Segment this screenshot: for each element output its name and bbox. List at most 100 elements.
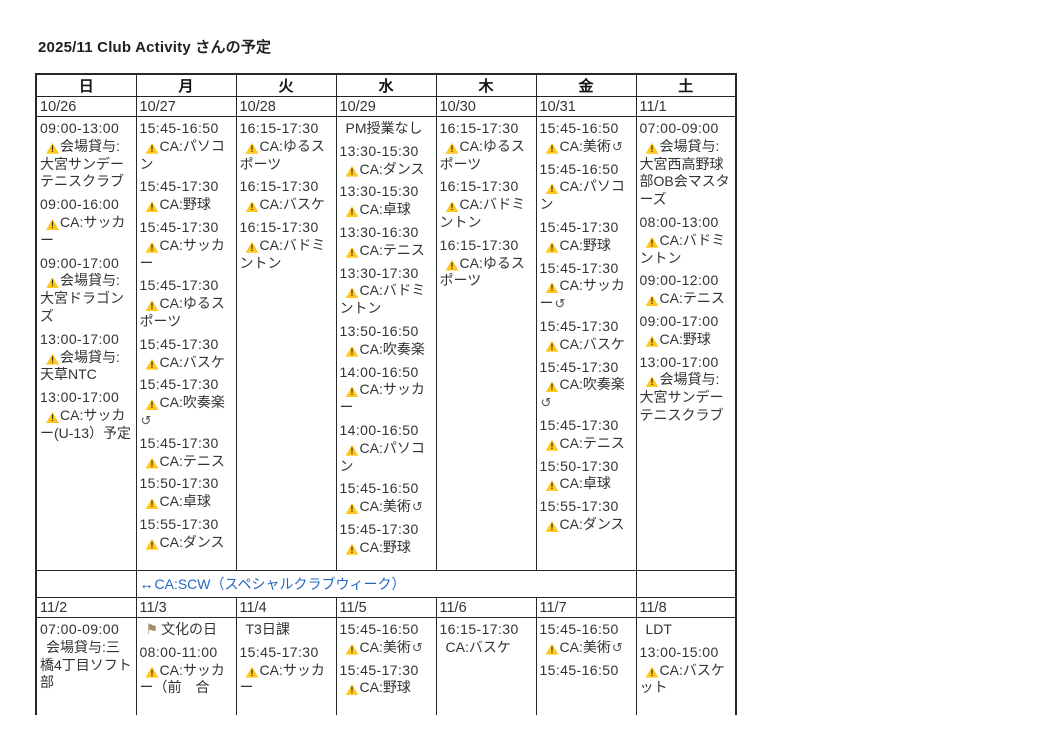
event-entry[interactable]: 14:00-16:50! CA:サッカー — [340, 364, 433, 417]
event-entry[interactable]: 15:45-17:30! CA:野球 — [140, 178, 233, 214]
event-entry[interactable]: 16:15-17:30! CA:ゆるスポーツ — [440, 120, 533, 173]
event-entry[interactable]: 15:45-17:30! CA:吹奏楽 ↺ — [140, 376, 233, 429]
event-label-text: CA:バドミントン — [639, 231, 726, 266]
event-entry[interactable]: LDT — [640, 621, 733, 639]
weekday-header: 金 — [535, 73, 637, 97]
event-entry[interactable]: 07:00-09:00 会場貸与:三橋4丁目ソフト部 — [40, 621, 133, 692]
event-entry[interactable]: 16:15-17:30! CA:ゆるスポーツ — [240, 120, 333, 173]
warning-icon: ! — [145, 241, 159, 253]
event-entry[interactable]: 13:30-17:30! CA:バドミントン — [340, 265, 433, 318]
warning-icon: ! — [46, 142, 59, 154]
event-entry[interactable]: 15:50-17:30! CA:卓球 — [140, 475, 233, 511]
event-entry[interactable]: 15:45-17:30! CA:テニス — [540, 417, 633, 453]
event-entry[interactable]: 07:00-09:00! 会場貸与:大宮西高野球部OB会マスターズ — [640, 120, 733, 209]
event-label: ! CA:バスケ — [540, 336, 633, 354]
event-entry[interactable]: 15:50-17:30! CA:卓球 — [540, 458, 633, 494]
repeat-icon: ↺ — [411, 639, 423, 655]
event-entry[interactable]: 13:50-16:50! CA:吹奏楽 — [340, 323, 433, 359]
event-label: ! CA:野球 — [640, 331, 733, 349]
event-label: ! CA:野球 — [140, 196, 233, 214]
event-entry[interactable]: 15:45-17:30! CA:ゆるスポーツ — [140, 277, 233, 330]
event-entry[interactable]: 13:00-17:00! 会場貸与:大宮サンデーテニスクラブ — [640, 354, 733, 425]
event-time: 13:00-17:00 — [639, 353, 719, 370]
scw-banner[interactable]: ↔CA:SCW（スペシャルクラブウィーク） — [137, 574, 636, 594]
event-entry[interactable]: 15:45-17:30! CA:バスケ — [140, 336, 233, 372]
event-entry[interactable]: 15:45-17:30! CA:野球 — [340, 521, 433, 557]
event-entry[interactable]: 16:15-17:30 CA:バスケ — [440, 621, 533, 657]
event-entry[interactable]: 13:00-17:00! 会場貸与:天草NTC — [40, 331, 133, 384]
event-label-text: CA:バスケ — [159, 353, 225, 370]
event-entry[interactable]: 15:45-17:30! CA:サッカー — [140, 219, 233, 272]
event-entry[interactable]: 15:55-17:30! CA:ダンス — [140, 516, 233, 552]
event-time: 13:30-15:30 — [339, 183, 419, 200]
event-entry[interactable]: 15:45-16:50! CA:美術↺ — [540, 120, 633, 156]
date-label: 10/30 — [439, 98, 476, 115]
event-time: 07:00-09:00 — [40, 621, 120, 637]
date-label: 10/28 — [239, 98, 276, 115]
event-entry[interactable]: 15:45-17:30! CA:野球 — [340, 662, 433, 698]
event-time: 15:45-17:30 — [139, 178, 219, 195]
event-entry[interactable]: 15:45-16:50! CA:美術↺ — [540, 621, 633, 657]
event-label: ! CA:ゆるスポーツ — [140, 295, 233, 331]
event-time: 16:15-17:30 — [439, 178, 519, 195]
event-label: ! 会場貸与:大宮サンデーテニスクラブ — [640, 371, 733, 424]
event-entry[interactable]: ⚑ 文化の日 — [140, 621, 233, 639]
warning-icon: ! — [46, 277, 59, 289]
date-cell: 10/29 — [335, 96, 437, 117]
date-label: 11/4 — [239, 599, 267, 616]
event-entry[interactable]: 13:30-16:30! CA:テニス — [340, 224, 433, 260]
event-entry[interactable]: 15:45-17:30! CA:バスケ — [540, 318, 633, 354]
event-entry[interactable]: 13:30-15:30! CA:ダンス — [340, 143, 433, 179]
event-label-text: CA:パソコン — [339, 439, 425, 474]
event-entry[interactable]: 13:00-17:00! CA:サッカー(U-13）予定 — [40, 389, 133, 442]
event-entry[interactable]: 15:45-16:50 — [540, 662, 633, 680]
weekday-header: 水 — [335, 73, 437, 97]
event-entry[interactable]: 09:00-17:00! CA:野球 — [640, 313, 733, 349]
event-entry[interactable]: 15:45-16:50! CA:美術↺ — [340, 621, 433, 657]
event-entry[interactable]: 13:30-15:30! CA:卓球 — [340, 183, 433, 219]
event-entry[interactable]: 08:00-13:00! CA:バドミントン — [640, 214, 733, 267]
event-label: ! CA:テニス — [640, 290, 733, 308]
event-entry[interactable]: 15:45-17:30! CA:サッカー↺ — [540, 260, 633, 313]
event-entry[interactable]: 16:15-17:30! CA:ゆるスポーツ — [440, 237, 533, 290]
event-label: PM授業なし — [340, 120, 433, 138]
event-entry[interactable]: 15:45-17:30! CA:吹奏楽 ↺ — [540, 359, 633, 412]
warning-icon: ! — [545, 520, 559, 532]
event-entry[interactable]: 09:00-16:00! CA:サッカー — [40, 196, 133, 249]
event-entry[interactable]: 16:15-17:30! CA:バスケ — [240, 178, 333, 214]
event-time: 16:15-17:30 — [239, 178, 319, 195]
warning-icon: ! — [245, 142, 259, 154]
repeat-icon: ↺ — [611, 639, 623, 655]
event-entry[interactable]: 09:00-17:00! 会場貸与:大宮ドラゴンズ — [40, 255, 133, 326]
event-entry[interactable]: 09:00-12:00! CA:テニス — [640, 272, 733, 308]
warning-icon: ! — [645, 142, 659, 154]
event-entry[interactable]: 15:45-16:50! CA:パソコン — [540, 161, 633, 214]
day-cell: 07:00-09:00! 会場貸与:大宮西高野球部OB会マスターズ 08:00-13… — [635, 116, 737, 571]
event-entry[interactable]: 14:00-16:50! CA:パソコン — [340, 422, 433, 475]
event-label-text: CA:美術 — [559, 137, 611, 154]
event-entry[interactable]: 15:45-16:50! CA:美術↺ — [340, 480, 433, 516]
event-entry[interactable]: 15:45-17:30! CA:野球 — [540, 219, 633, 255]
event-entry[interactable]: T3日課 — [240, 621, 333, 639]
warning-icon: ! — [145, 538, 159, 550]
event-label-text: T3日課 — [245, 621, 290, 637]
date-cell: 11/1 — [635, 96, 737, 117]
event-entry[interactable]: 08:00-11:00! CA:サッカー（前 合 — [140, 644, 233, 697]
event-entry[interactable]: 09:00-13:00! 会場貸与:大宮サンデーテニスクラブ — [40, 120, 133, 191]
event-entry[interactable]: 15:45-17:30! CA:サッカー — [240, 644, 333, 697]
event-entry[interactable]: 13:00-15:00! CA:バスケット — [640, 644, 733, 697]
event-entry[interactable]: 16:15-17:30! CA:バドミントン — [240, 219, 333, 272]
warning-icon: ! — [145, 498, 159, 510]
event-entry[interactable]: 16:15-17:30! CA:バドミントン — [440, 178, 533, 231]
event-time: 13:00-17:00 — [40, 330, 120, 347]
event-entry[interactable]: 15:45-16:50! CA:パソコン — [140, 120, 233, 173]
warning-icon: ! — [645, 236, 659, 248]
event-entry[interactable]: 15:55-17:30! CA:ダンス — [540, 498, 633, 534]
event-label: ⚑ 文化の日 — [140, 621, 233, 639]
event-entry[interactable]: 15:45-17:30! CA:テニス — [140, 435, 233, 471]
event-label-text: CA:サッカー — [40, 213, 126, 248]
warning-icon: ! — [345, 386, 359, 398]
date-cell: 11/7 — [535, 597, 637, 618]
date-label: 11/3 — [139, 599, 167, 616]
event-entry[interactable]: PM授業なし — [340, 120, 433, 138]
